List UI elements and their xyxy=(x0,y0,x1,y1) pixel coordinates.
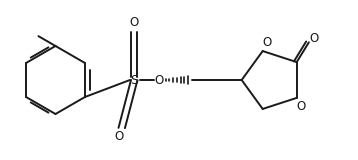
Text: O: O xyxy=(309,32,318,45)
Text: O: O xyxy=(155,73,164,87)
Text: O: O xyxy=(262,36,272,49)
Text: O: O xyxy=(296,100,306,113)
Text: S: S xyxy=(130,73,138,87)
Text: O: O xyxy=(114,129,124,143)
Text: O: O xyxy=(130,16,139,29)
